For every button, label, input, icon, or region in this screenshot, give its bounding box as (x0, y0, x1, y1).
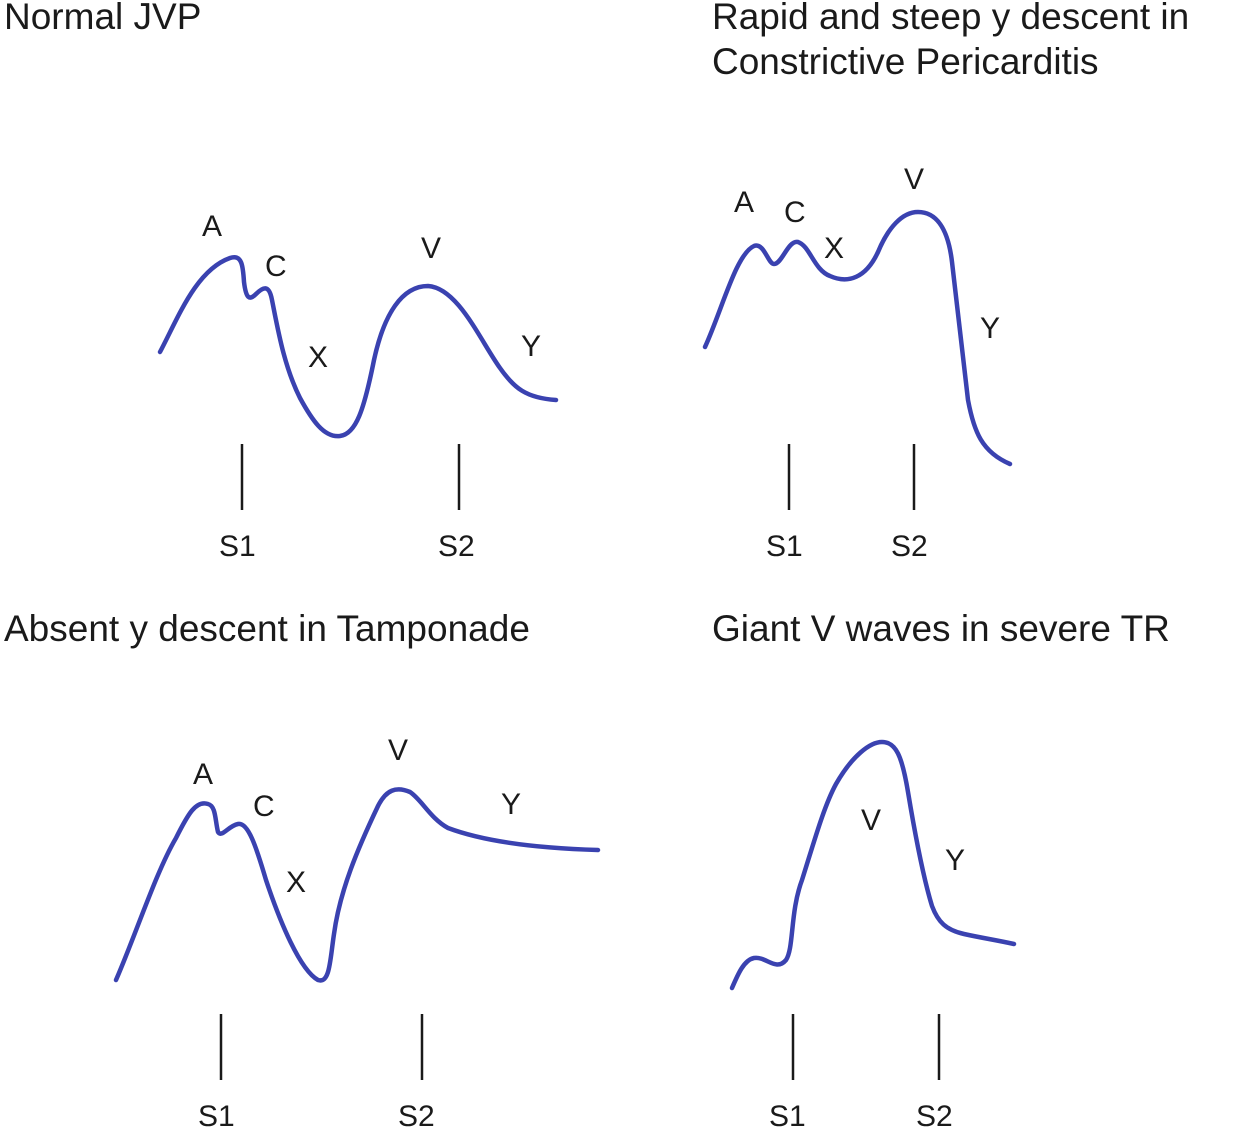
jvp-waveform-diagram: A C X V Y S1 S2 (113, 734, 601, 1129)
v-wave-label: V (904, 163, 924, 196)
c-wave-label: C (265, 250, 287, 283)
s1-label: S1 (198, 1100, 235, 1129)
panel-normal-jvp: Normal JVP A C X V Y S1 S2 (0, 0, 626, 600)
jvp-waveform (702, 209, 1013, 467)
panel-severe-tr: Giant V waves in severe TR V Y S1 S2 (626, 600, 1252, 1129)
jvp-waveform (113, 787, 601, 983)
s2-label: S2 (398, 1100, 435, 1129)
panel-title: Absent y descent in Tamponade (4, 608, 530, 649)
panel-tamponade: Absent y descent in Tamponade A C X V Y … (0, 600, 626, 1129)
panel-title: Giant V waves in severe TR (712, 608, 1170, 649)
panel-title-line-2: Constrictive Pericarditis (712, 41, 1099, 82)
s2-label: S2 (891, 530, 928, 563)
jvp-waveform (157, 255, 559, 439)
x-descent-label: X (286, 866, 306, 899)
s1-label: S1 (766, 530, 803, 563)
panel-title-line-1: Rapid and steep y descent in (712, 0, 1190, 37)
v-wave-label: V (861, 804, 881, 837)
y-descent-label: Y (945, 844, 965, 877)
panel-title: Rapid and steep y descent in Constrictiv… (712, 0, 1189, 84)
x-descent-label: X (308, 341, 328, 374)
s2-label: S2 (916, 1100, 953, 1129)
s1-label: S1 (769, 1100, 806, 1129)
jvp-waveform-diagram: V Y S1 S2 (729, 739, 1017, 1129)
jvp-waveform-diagram: A C X V Y S1 S2 (157, 210, 559, 563)
jvp-waveform-diagram: A C X V Y S1 S2 (702, 163, 1013, 563)
y-descent-label: Y (521, 330, 541, 363)
y-descent-label: Y (501, 788, 521, 821)
y-descent-label: Y (980, 312, 1000, 345)
s1-label: S1 (219, 530, 256, 563)
panel-title: Normal JVP (4, 0, 202, 37)
a-wave-label: A (202, 210, 222, 243)
c-wave-label: C (253, 790, 275, 823)
panel-constrictive-pericarditis: Rapid and steep y descent in Constrictiv… (626, 0, 1252, 600)
c-wave-label: C (784, 196, 806, 229)
a-wave-label: A (734, 186, 754, 219)
x-descent-label: X (824, 232, 844, 265)
v-wave-label: V (388, 734, 408, 767)
v-wave-label: V (421, 232, 441, 265)
s2-label: S2 (438, 530, 475, 563)
a-wave-label: A (193, 758, 213, 791)
jvp-waveform (729, 739, 1017, 991)
